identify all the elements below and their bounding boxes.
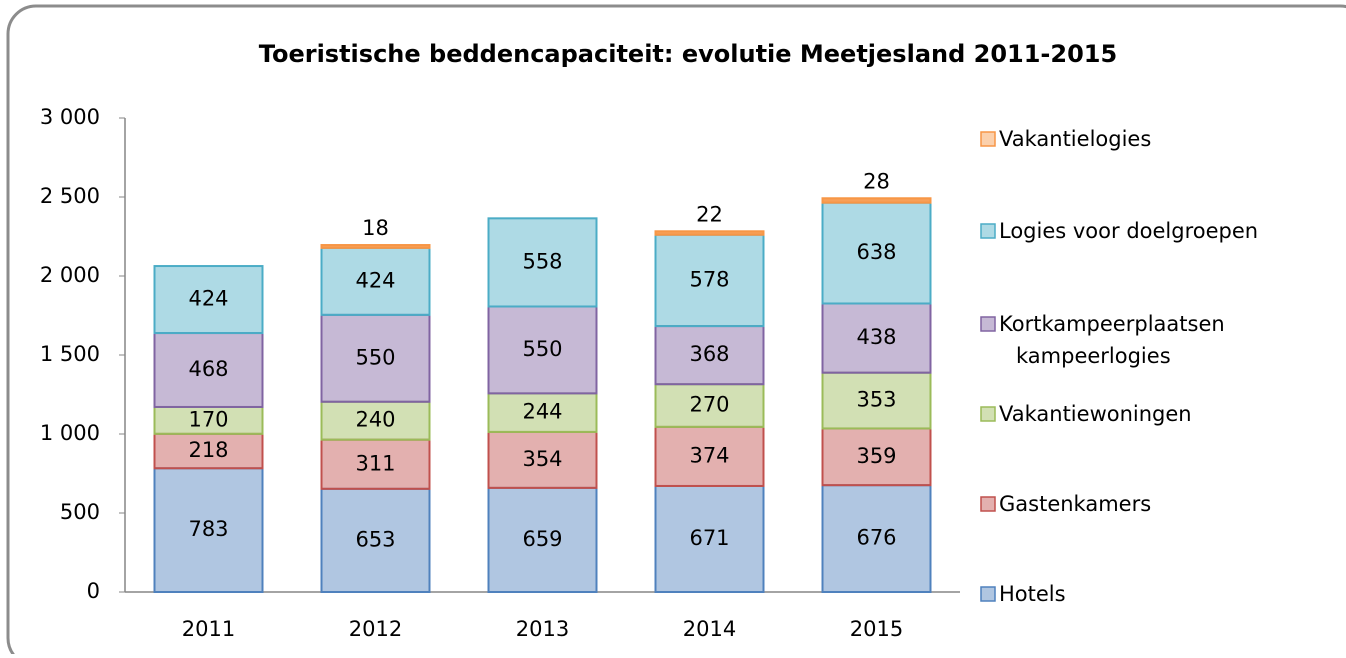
bar-segment (821, 427, 932, 487)
y-tick-label: 3 000 (40, 105, 100, 129)
x-tick-label: 2011 (182, 617, 235, 641)
y-tick-label: 500 (60, 500, 100, 524)
data-label: 676 (856, 526, 896, 550)
data-label: 18 (362, 216, 389, 240)
legend-label: Vakantiewoningen (999, 402, 1192, 426)
bar-segment (821, 371, 932, 430)
bar-segment (654, 484, 765, 593)
legend-swatch (980, 316, 996, 332)
data-label: 653 (355, 527, 395, 551)
legend-label: Gastenkamers (999, 492, 1151, 516)
data-label: 550 (355, 345, 395, 369)
data-label: 218 (188, 438, 228, 462)
bar-segment (320, 438, 431, 490)
data-label: 353 (856, 388, 896, 412)
legend-swatch (980, 586, 996, 602)
bar-segment (320, 313, 431, 403)
y-tick-label: 0 (87, 579, 100, 603)
data-label: 638 (856, 240, 896, 264)
bar-segment (487, 486, 598, 593)
data-label: 578 (689, 267, 729, 291)
bar-segment (821, 197, 932, 204)
chart-title: Toeristische beddencapaciteit: evolutie … (259, 40, 1117, 68)
bar-segment (320, 487, 431, 593)
bar-segment (821, 484, 932, 593)
data-label: 22 (696, 202, 723, 226)
bar-segment (320, 400, 431, 441)
bar-segment (153, 265, 264, 335)
legend-label-line: kampeerlogies (1016, 344, 1171, 368)
data-label: 28 (863, 169, 890, 193)
data-label: 550 (522, 337, 562, 361)
legend-label: Vakantielogies (999, 127, 1151, 151)
bar-segment (654, 230, 765, 236)
data-label: 359 (856, 444, 896, 468)
legend-swatch (980, 223, 996, 239)
bar-segment (320, 246, 431, 316)
chart-frame (6, 4, 1346, 658)
data-label: 438 (856, 325, 896, 349)
data-label: 244 (522, 400, 562, 424)
legend-swatch (980, 406, 996, 422)
data-label: 671 (689, 526, 729, 550)
bar-segment (153, 467, 264, 594)
y-tick-label: 1 500 (40, 342, 100, 366)
bar-segment (153, 432, 264, 470)
bar-segment (487, 430, 598, 489)
data-label: 424 (188, 287, 228, 311)
legend-label: Hotels (999, 582, 1066, 606)
data-label: 558 (522, 249, 562, 273)
legend-swatch (980, 496, 996, 512)
data-label: 170 (188, 407, 228, 431)
x-tick-label: 2013 (516, 617, 569, 641)
bar-segment (153, 405, 264, 435)
x-tick-label: 2012 (349, 617, 402, 641)
data-label: 368 (689, 342, 729, 366)
legend-label: Logies voor doelgroepen (999, 219, 1258, 243)
bar-segment (153, 332, 264, 408)
bar-segment (654, 425, 765, 487)
data-label: 468 (188, 357, 228, 381)
x-tick-label: 2014 (683, 617, 736, 641)
bar-segment (487, 392, 598, 433)
data-label: 659 (522, 527, 562, 551)
data-label: 270 (689, 393, 729, 417)
data-label: 354 (522, 447, 562, 471)
bar-segment (821, 302, 932, 374)
data-label: 424 (355, 268, 395, 292)
y-tick-label: 1 000 (40, 421, 100, 445)
legend-label-line: Kortkampeerplaatsen (999, 312, 1225, 336)
data-label: 311 (355, 451, 395, 475)
bar-segment (487, 217, 598, 308)
legend-swatch (980, 131, 996, 147)
data-label: 374 (689, 443, 729, 467)
data-label: 240 (355, 408, 395, 432)
bar-segment (487, 305, 598, 395)
bar-segment (654, 233, 765, 328)
data-label: 783 (188, 517, 228, 541)
x-tick-label: 2015 (850, 617, 903, 641)
legend-label: Kortkampeerplaatsen kampeerlogies (999, 312, 1225, 368)
bar-segment (654, 325, 765, 386)
y-tick-label: 2 500 (40, 184, 100, 208)
y-tick-label: 2 000 (40, 263, 100, 287)
bar-segment (320, 244, 431, 249)
